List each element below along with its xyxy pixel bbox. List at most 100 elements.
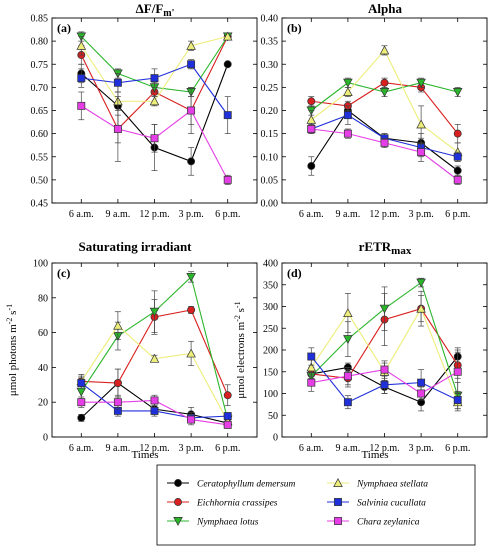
legend-label: Chara zeylanica [357,518,420,528]
legend-item: Ceratophyllum demersum [167,479,296,490]
data-point [417,378,426,387]
series-s6 [77,87,232,185]
data-point [416,278,426,288]
x-tick-label: 12 p.m. [369,209,399,220]
y-tick-label: 0.05 [261,175,279,186]
legend-item: Salvinia cucullata [327,498,426,509]
data-point [343,111,352,120]
y-tick-label: 60 [38,328,48,339]
legend-marker [334,517,342,525]
legend-marker [174,498,182,506]
data-point [223,175,232,184]
data-point [379,88,390,97]
x-tick-label: 6 p.m. [215,443,240,454]
x-tick-label: 9 a.m. [336,443,361,454]
y-tick-label: 0.70 [31,83,49,94]
data-point [306,114,317,124]
y-axis-label: μmol photons m-2 s-1 [5,304,19,396]
series-s6 [77,394,232,429]
y-tick-label: 100 [263,389,278,400]
y-tick-label: 0.15 [261,129,279,140]
data-point [307,162,316,170]
data-point [416,78,426,88]
data-point [76,40,87,50]
y-tick-label: 20 [38,398,48,409]
y-tick-label: 0.20 [261,106,279,117]
x-tick-label: 9 a.m. [106,443,131,454]
data-point [223,420,232,429]
panel-label: (a) [57,21,71,35]
y-tick-label: 150 [263,367,278,378]
y-tick-label: 0.60 [31,129,49,140]
data-point [149,96,160,106]
legend-marker [333,478,343,487]
series-s2 [307,77,462,144]
panel-b: Alpha (b) 0.00 0.05 0.10 0.15 0.20 0.25 0.30 0.35… [261,1,488,220]
data-point [113,320,123,330]
x-tick-label: 6 p.m. [215,209,240,220]
data-point [113,398,122,407]
data-point [343,372,352,381]
legend-box [156,464,476,546]
data-point [379,304,390,314]
panel-a: ΔF/Fm' (a) 0.45 0.50 0.55 0.60 0.65 0.70 0.75 0.8… [31,1,258,220]
data-point [113,125,122,133]
data-point [77,101,86,110]
series-s6 [307,349,462,401]
data-point [343,129,352,138]
data-point [113,78,122,87]
data-point [222,31,233,41]
data-point [343,398,352,407]
y-tick-label: 0.00 [261,199,279,210]
panel-title: Saturating irradiant [78,239,192,254]
data-point [307,378,316,387]
data-point [307,97,316,106]
y-tick-label: 40 [38,363,48,374]
y-tick-label: 300 [263,302,278,313]
x-tick-label: 9 a.m. [336,209,361,220]
y-tick-label: 350 [263,280,278,291]
x-tick-label: 3 p.m. [408,209,433,220]
data-point [343,78,353,88]
panel-label: (c) [57,266,70,280]
data-point [77,379,86,388]
y-tick-label: 0.25 [261,83,279,94]
x-tick-label: 3 p.m. [178,443,203,454]
legend-label: Nymphaea lotus [196,518,259,528]
data-point [223,412,232,421]
data-point [187,306,196,314]
data-point [343,335,353,345]
data-point [453,175,462,184]
data-point [149,353,160,363]
x-tick-label: 6 a.m. [299,209,324,220]
x-tick-label: 6 a.m. [69,209,94,220]
data-point [186,272,196,282]
x-tick-label: 6 a.m. [299,443,324,454]
legend-label: Ceratophyllum demersum [197,480,296,490]
data-point [77,398,86,407]
data-point [187,60,196,69]
panel-title: ΔF/Fm' [136,1,175,19]
data-point [150,396,159,405]
panel-label: (b) [287,21,302,35]
data-point [187,106,196,115]
y-axis-label: μmol electrons m-2 s-1 [233,301,247,398]
y-tick-label: 0.50 [31,175,49,186]
y-tick-label: 200 [263,346,278,357]
data-point [186,40,196,50]
series-s5 [77,59,232,134]
data-point [453,396,462,404]
data-point [453,367,462,376]
panel-title: Alpha [368,1,402,16]
data-point [223,111,232,120]
x-tick-label: 6 p.m. [445,209,470,220]
y-tick-label: 0.55 [31,152,49,163]
panel-d: rETRmax (d) 0 50 100 150 200 250 300 350 400 6 a.m.… [233,239,488,454]
x-tick-label: 3 p.m. [178,209,203,220]
legend-item: Eichhornia crassipes [167,498,278,509]
legend-marker [334,498,342,506]
data-point [77,74,86,83]
y-tick-label: 0.75 [31,60,49,71]
y-tick-label: 400 [263,259,278,270]
